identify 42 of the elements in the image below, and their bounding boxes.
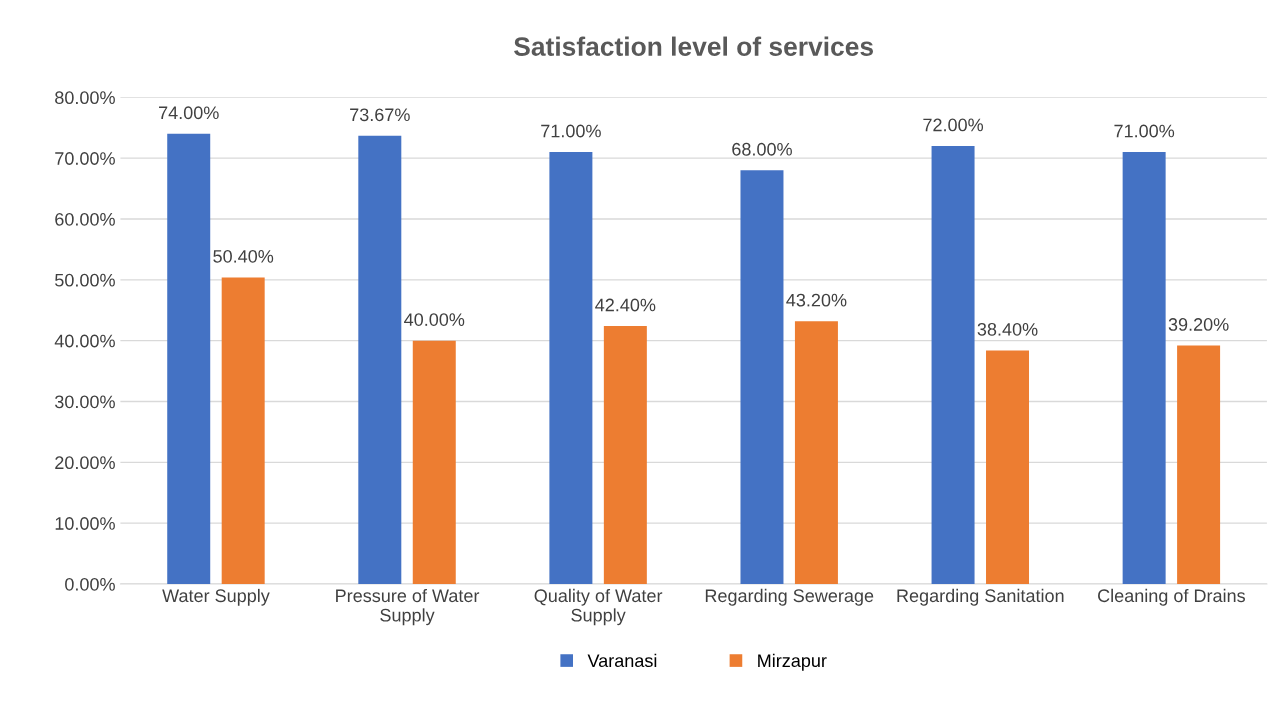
- x-tick-label: Pressure of Water Supply: [336, 588, 480, 626]
- data-label: 72.00%: [923, 118, 984, 132]
- bar: [931, 146, 975, 585]
- bar: [358, 135, 402, 585]
- bar: [1177, 345, 1221, 585]
- y-tick-label: 10.00%: [55, 517, 115, 530]
- data-label: 38.40%: [977, 322, 1038, 336]
- y-tick-label: 70.00%: [55, 152, 115, 165]
- bar: [167, 133, 211, 585]
- bar: [1122, 152, 1166, 585]
- data-label: 68.00%: [732, 142, 792, 156]
- bar: [412, 340, 456, 585]
- y-tick-label: 80.00%: [55, 91, 115, 105]
- y-tick-label: 60.00%: [55, 212, 115, 226]
- data-label: 73.67%: [350, 108, 410, 122]
- bar: [603, 326, 647, 585]
- data-label: 74.00%: [159, 106, 219, 120]
- bar: [221, 277, 265, 585]
- y-tick-label: 50.00%: [55, 273, 115, 287]
- data-label: 71.00%: [1114, 124, 1175, 138]
- bar: [740, 170, 784, 585]
- data-label: 43.20%: [786, 293, 847, 307]
- x-tick-label: Cleaning of Drains: [1098, 588, 1245, 606]
- x-tick-label: Regarding Sewerage: [705, 588, 874, 606]
- y-tick-label: 30.00%: [55, 395, 115, 409]
- x-tick-label: Quality of Water Supply: [534, 588, 663, 626]
- chart-title: Satisfaction level of services: [514, 36, 874, 56]
- y-tick-label: 40.00%: [54, 334, 115, 348]
- data-label: 40.00%: [404, 313, 465, 326]
- data-label: 42.40%: [595, 298, 656, 312]
- data-label: 71.00%: [541, 124, 601, 138]
- y-tick-label: 0.00%: [65, 577, 115, 591]
- data-label: 39.20%: [1168, 318, 1229, 331]
- legend-label: Varanasi: [587, 653, 657, 668]
- bar: [986, 350, 1030, 585]
- y-tick-label: 20.00%: [55, 456, 115, 470]
- bar: [549, 152, 593, 585]
- data-label: 50.40%: [213, 249, 274, 263]
- bar: [794, 321, 838, 585]
- legend-label: Mirzapur: [758, 653, 827, 671]
- x-tick-label: Water Supply: [162, 588, 270, 606]
- x-tick-label: Regarding Sanitation: [897, 588, 1064, 606]
